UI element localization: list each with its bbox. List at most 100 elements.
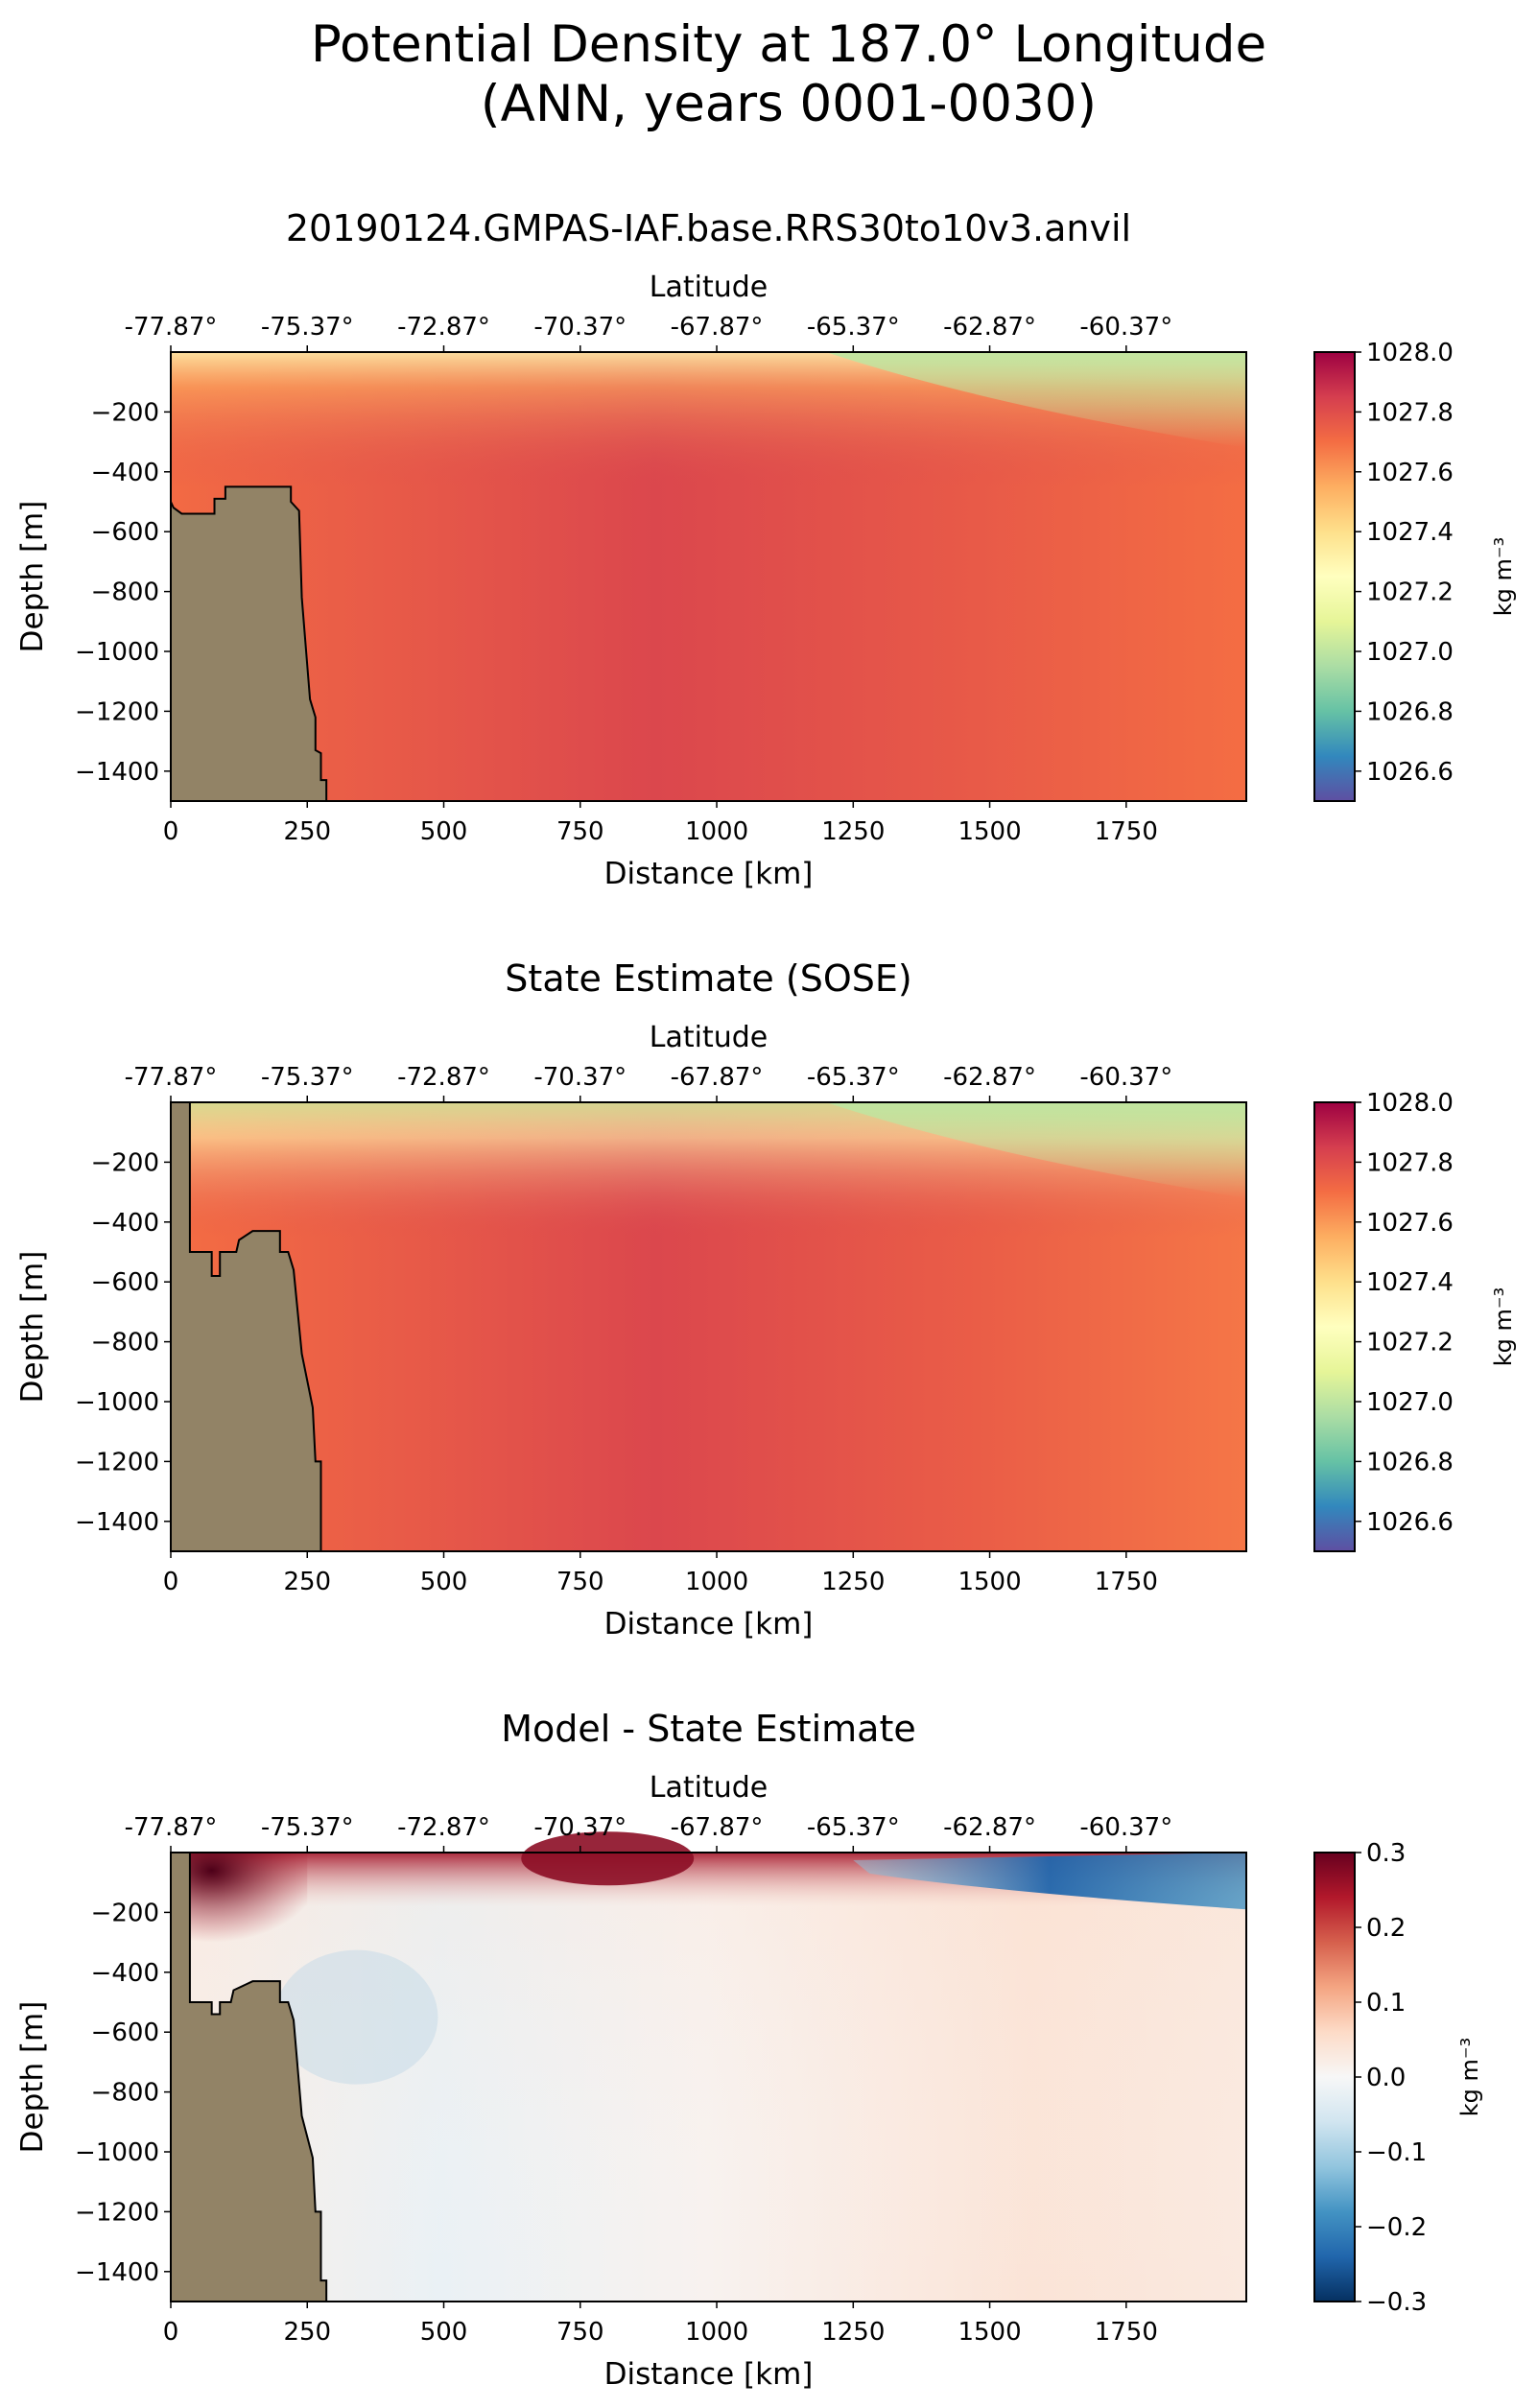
top-tick-label: -72.87°: [397, 313, 490, 342]
top-tick-label: -75.37°: [261, 1063, 354, 1092]
bathymetry: [170, 485, 328, 802]
y-tick-label: −400: [91, 1209, 159, 1238]
figure-title-line1: Potential Density at 187.0° Longitude: [311, 15, 1266, 74]
y-tick-label: −400: [91, 1959, 159, 1988]
field-surface-layer: [171, 1102, 1246, 1551]
top-tick-label: -75.37°: [261, 313, 354, 342]
panel-3: Model - State Estimate Latitude 0 250 500 750…: [15, 1708, 1483, 2392]
colorbar-tick-label: 1028.0: [1366, 339, 1454, 367]
y-tick-label: −1400: [75, 2258, 159, 2287]
colorbar-tick-label: 0.0: [1366, 2064, 1406, 2092]
top-tick-label: -77.87°: [125, 313, 218, 342]
top-tick-label: -65.37°: [807, 1813, 900, 1842]
colorbar-tick-label: −0.3: [1366, 2288, 1427, 2317]
colorbar-tick-label: 1027.4: [1366, 1268, 1454, 1297]
x-tick-label: 1750: [1095, 1568, 1158, 1596]
y-tick-label: −1400: [75, 758, 159, 787]
negative-anomaly-deep: [274, 1949, 438, 2085]
y-tick-label: −800: [91, 578, 159, 607]
y-tick-label: −1000: [75, 638, 159, 667]
y-tick-label: −1000: [75, 2138, 159, 2167]
colorbar: [1313, 1101, 1356, 1552]
colorbar-tick-label: 1027.6: [1366, 1209, 1454, 1238]
figure-title-line2: (ANN, years 0001-0030): [481, 75, 1097, 133]
colorbar-tick-label: 1027.4: [1366, 518, 1454, 547]
colorbar-tick-label: 0.2: [1366, 1914, 1406, 1943]
top-tick-label: -70.37°: [533, 1813, 627, 1842]
top-tick-label: -70.37°: [533, 313, 627, 342]
panel-title: Model - State Estimate: [501, 1708, 915, 1750]
bathymetry: [170, 1101, 322, 1552]
x-tick-label: 1250: [821, 2318, 885, 2347]
y-tick-label: −600: [91, 1268, 159, 1297]
colorbar-tick-label: 1027.2: [1366, 1329, 1454, 1357]
x-tick-label: 500: [420, 817, 468, 846]
panel-2: State Estimate (SOSE) Latitude 0 250 500 750 1…: [15, 957, 1517, 1641]
top-tick-label: -67.87°: [671, 1813, 764, 1842]
colorbar-tick-label: 1027.0: [1366, 638, 1454, 667]
x-tick-label: 1500: [958, 2318, 1021, 2347]
top-tick-label: -67.87°: [671, 1063, 764, 1092]
x-tick-label: 1500: [958, 1568, 1021, 1596]
colorbar-tick-label: 1026.8: [1366, 697, 1454, 726]
x-tick-label: 750: [556, 2318, 604, 2347]
x-tick-label: 1000: [685, 817, 748, 846]
x-tick-label: 500: [420, 2318, 468, 2347]
top-tick-label: -72.87°: [397, 1813, 490, 1842]
negative-anomaly-east: [853, 1853, 1246, 1910]
y-axis-label: Depth [m]: [15, 2001, 50, 2154]
x-tick-label: 0: [163, 2318, 179, 2347]
x-tick-label: 1250: [821, 817, 885, 846]
top-tick-label: -62.87°: [943, 1063, 1036, 1092]
colorbar-tick-label: 1026.8: [1366, 1448, 1454, 1476]
x-tick-label: 750: [556, 817, 604, 846]
top-tick-label: -67.87°: [671, 313, 764, 342]
colorbar-tick-label: 0.3: [1366, 1839, 1406, 1868]
y-tick-label: −1000: [75, 1388, 159, 1417]
positive-anomaly-mid: [521, 1831, 695, 1886]
colorbar-tick-label: 1028.0: [1366, 1089, 1454, 1118]
y-tick-label: −1200: [75, 1448, 159, 1476]
colorbar-label: kg m⁻³: [1456, 2038, 1483, 2116]
colorbar-tick-label: 1027.6: [1366, 459, 1454, 487]
x-tick-label: 1500: [958, 817, 1021, 846]
x-tick-label: 250: [283, 2318, 331, 2347]
x-tick-label: 1250: [821, 1568, 885, 1596]
colorbar-tick-label: 1027.8: [1366, 1148, 1454, 1177]
y-tick-label: −200: [91, 1899, 159, 1927]
y-tick-label: −800: [91, 1329, 159, 1357]
x-tick-label: 0: [163, 1568, 179, 1596]
x-tick-label: 1750: [1095, 2318, 1158, 2347]
colorbar-tick-label: 1026.6: [1366, 758, 1454, 787]
y-axis-label: Depth [m]: [15, 1251, 50, 1404]
x-tick-label: 1000: [685, 1568, 748, 1596]
panel-title: State Estimate (SOSE): [505, 957, 911, 1000]
top-tick-label: -72.87°: [397, 1063, 490, 1092]
colorbar: [1313, 351, 1356, 802]
top-axis-label: Latitude: [650, 1021, 768, 1054]
y-tick-label: −600: [91, 518, 159, 547]
plot-frame: [170, 1852, 1247, 2302]
x-tick-label: 1750: [1095, 817, 1158, 846]
x-tick-label: 250: [283, 817, 331, 846]
x-axis-label: Distance [km]: [604, 857, 814, 891]
y-tick-label: −400: [91, 459, 159, 487]
top-tick-label: -77.87°: [125, 1063, 218, 1092]
y-tick-label: −200: [91, 398, 159, 427]
y-tick-label: −600: [91, 2018, 159, 2047]
colorbar-tick-label: 0.1: [1366, 1989, 1406, 2018]
colorbar-tick-label: 1026.6: [1366, 1508, 1454, 1537]
y-tick-label: −1400: [75, 1508, 159, 1537]
plot-frame: [170, 351, 1247, 802]
east-surface-water: [825, 352, 1246, 448]
top-tick-label: -60.37°: [1079, 1813, 1172, 1842]
top-tick-label: -65.37°: [807, 313, 900, 342]
panel-title: 20190124.GMPAS-IAF.base.RRS30to10v3.anvi…: [286, 207, 1131, 249]
top-tick-label: -62.87°: [943, 313, 1036, 342]
x-tick-label: 250: [283, 1568, 331, 1596]
bathymetry: [170, 1852, 328, 2302]
x-tick-label: 750: [556, 1568, 604, 1596]
y-tick-label: −1200: [75, 697, 159, 726]
y-tick-label: −1200: [75, 2198, 159, 2227]
